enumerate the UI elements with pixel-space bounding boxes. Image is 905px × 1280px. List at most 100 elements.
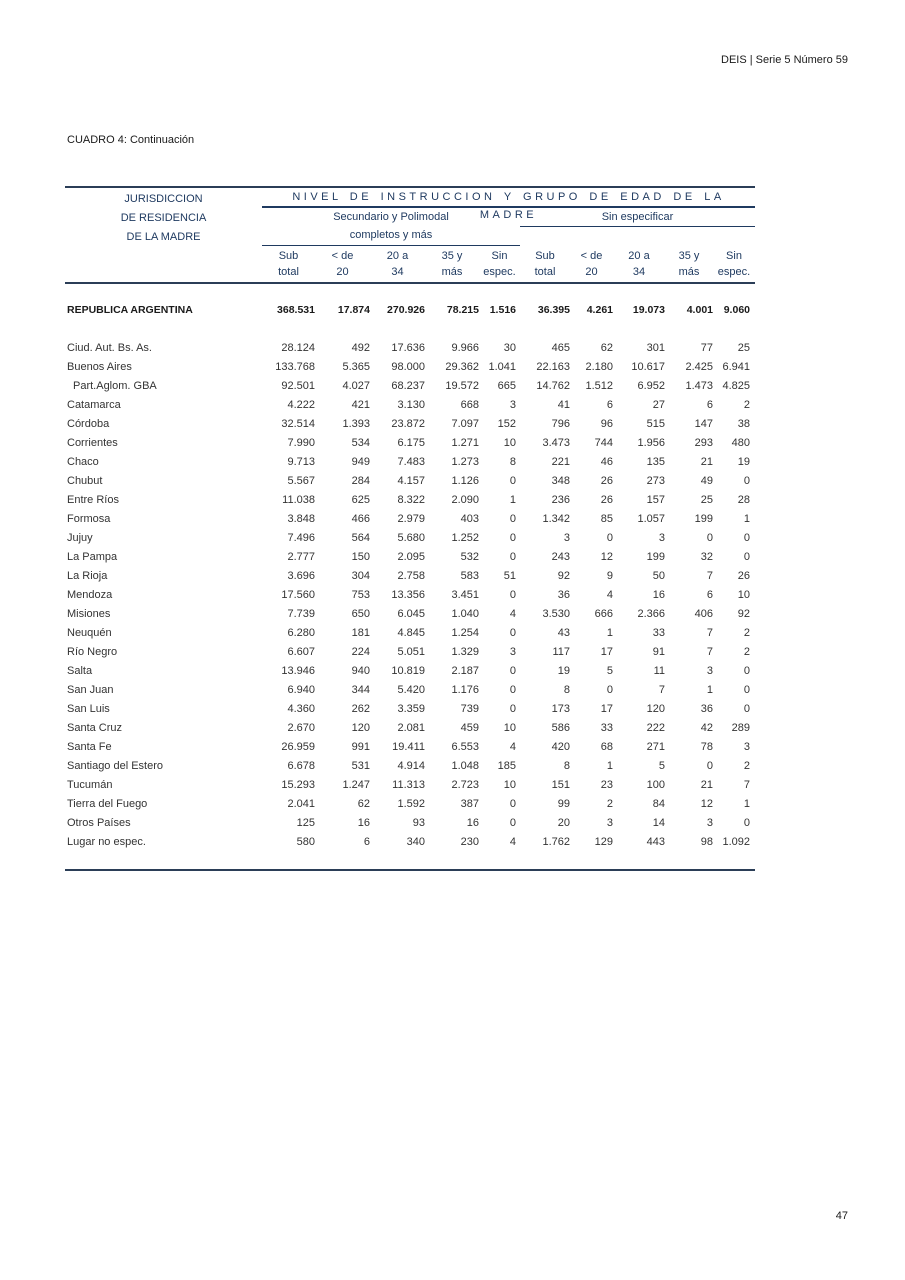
cell-value: 8 <box>563 684 570 696</box>
cell-value: 271 <box>646 741 665 753</box>
table-row: Tucumán 15.293 1.247 11.313 2.723 10 151 23 100 2… <box>65 776 755 795</box>
cell-value: 3.530 <box>542 608 570 620</box>
cell-value: 3 <box>706 665 713 677</box>
cell-value: 7.097 <box>451 418 479 430</box>
row-label: La Pampa <box>67 551 118 563</box>
table-row: San Juan 6.940 344 5.420 1.176 0 8 0 7 1 0 <box>65 681 755 700</box>
cell-value: 1 <box>606 760 613 772</box>
cell-value: 224 <box>351 646 370 658</box>
table-body: Ciud. Aut. Bs. As. 28.124 492 17.636 9.966 30… <box>65 339 755 852</box>
cell-value: 85 <box>600 513 613 525</box>
column-header-line: 34 <box>632 266 646 278</box>
cell-value: 96 <box>600 418 613 430</box>
cell-value: 222 <box>646 722 665 734</box>
spanner-header: NIVEL DE INSTRUCCION Y GRUPO DE EDAD DE … <box>262 188 755 221</box>
cell-value: 1 <box>743 513 750 525</box>
cell-value: 289 <box>731 722 750 734</box>
row-label: Neuquén <box>67 627 112 639</box>
cell-value: 2.187 <box>451 665 479 677</box>
cell-value: 5.051 <box>397 646 425 658</box>
cell-value: 1.342 <box>542 513 570 525</box>
cell-value: 93 <box>412 817 425 829</box>
cell-value: 7 <box>706 646 713 658</box>
cell-value: 4.914 <box>397 760 425 772</box>
cell-value: 98 <box>700 836 713 848</box>
cell-value: 2 <box>743 399 750 411</box>
row-label: Entre Ríos <box>67 494 119 506</box>
cell-value: 16 <box>357 817 370 829</box>
document-header: DEIS | Serie 5 Número 59 <box>721 54 848 66</box>
column-header: Sub total <box>520 248 570 280</box>
cell-value: 5.680 <box>397 532 425 544</box>
cell-value: 8 <box>563 760 570 772</box>
cell-value: 0 <box>743 703 750 715</box>
cell-value: 1.252 <box>451 532 479 544</box>
cell-value: 1 <box>743 798 750 810</box>
column-header: 35 y más <box>425 248 479 280</box>
cell-value: 3 <box>743 741 750 753</box>
cell-value: 10 <box>737 589 750 601</box>
cell-value: 0 <box>509 703 516 715</box>
cell-value: 199 <box>694 513 713 525</box>
column-header-line: Sub <box>278 250 299 262</box>
cell-value: 10 <box>503 722 516 734</box>
cell-value: 33 <box>652 627 665 639</box>
cell-value: 1.040 <box>451 608 479 620</box>
cell-value: 534 <box>351 437 370 449</box>
cell-value: 29.362 <box>445 361 479 373</box>
cell-value: 0 <box>743 532 750 544</box>
column-header-line: 20 a <box>386 250 409 262</box>
cell-value: 940 <box>351 665 370 677</box>
cell-value: 531 <box>351 760 370 772</box>
cell-value: 0 <box>509 589 516 601</box>
row-label: Santa Fe <box>67 741 112 753</box>
cell-value: 340 <box>406 836 425 848</box>
cell-value: 466 <box>351 513 370 525</box>
cell-value: 6 <box>606 399 613 411</box>
total-row: REPUBLICA ARGENTINA 368.531 17.874 270.926 7… <box>65 301 755 320</box>
table-row: Neuquén 6.280 181 4.845 1.254 0 43 1 33 7 2 <box>65 624 755 643</box>
cell-value: 1.048 <box>451 760 479 772</box>
stub-line: JURISDICCION <box>124 193 203 205</box>
cell-value: 739 <box>460 703 479 715</box>
cell-value: 10.617 <box>631 361 665 373</box>
table-row: Mendoza 17.560 753 13.356 3.451 0 36 4 16 6 10 <box>65 586 755 605</box>
cell-value: 0 <box>743 684 750 696</box>
cell-value: 4.261 <box>586 304 613 316</box>
cell-value: 6 <box>706 399 713 411</box>
cell-value: 17 <box>600 703 613 715</box>
cell-value: 14.762 <box>536 380 570 392</box>
cell-value: 1.176 <box>451 684 479 696</box>
cell-value: 270.926 <box>387 304 425 316</box>
column-header-line: Sub <box>535 250 555 262</box>
cell-value: 230 <box>460 836 479 848</box>
cell-value: 0 <box>743 475 750 487</box>
table-title: CUADRO 4: Continuación <box>67 134 195 146</box>
row-label: Formosa <box>67 513 111 525</box>
cell-value: 668 <box>460 399 479 411</box>
cell-value: 77 <box>700 342 713 354</box>
cell-value: 8 <box>509 456 516 468</box>
column-header: Sub total <box>262 248 315 280</box>
cell-value: 0 <box>509 532 516 544</box>
column-header: 20 a 34 <box>370 248 425 280</box>
cell-value: 6.607 <box>287 646 315 658</box>
cell-value: 2.090 <box>451 494 479 506</box>
cell-value: 403 <box>460 513 479 525</box>
row-label: San Juan <box>67 684 114 696</box>
column-header-line: 20 a <box>628 250 650 262</box>
table-row: Catamarca 4.222 421 3.130 668 3 41 6 27 6 2 <box>65 396 755 415</box>
cell-value: 2.095 <box>397 551 425 563</box>
cell-value: 21 <box>700 456 713 468</box>
table-row: Part.Aglom. GBA 92.501 4.027 68.237 19.572 66… <box>65 377 755 396</box>
cell-value: 42 <box>700 722 713 734</box>
cell-value: 7.739 <box>287 608 315 620</box>
cell-value: 19.073 <box>632 304 665 316</box>
column-header: < de 20 <box>315 248 370 280</box>
cell-value: 5.567 <box>287 475 315 487</box>
cell-value: 753 <box>351 589 370 601</box>
cell-value: 92 <box>557 570 570 582</box>
cell-value: 301 <box>646 342 665 354</box>
cell-value: 368.531 <box>277 304 315 316</box>
cell-value: 0 <box>606 532 613 544</box>
